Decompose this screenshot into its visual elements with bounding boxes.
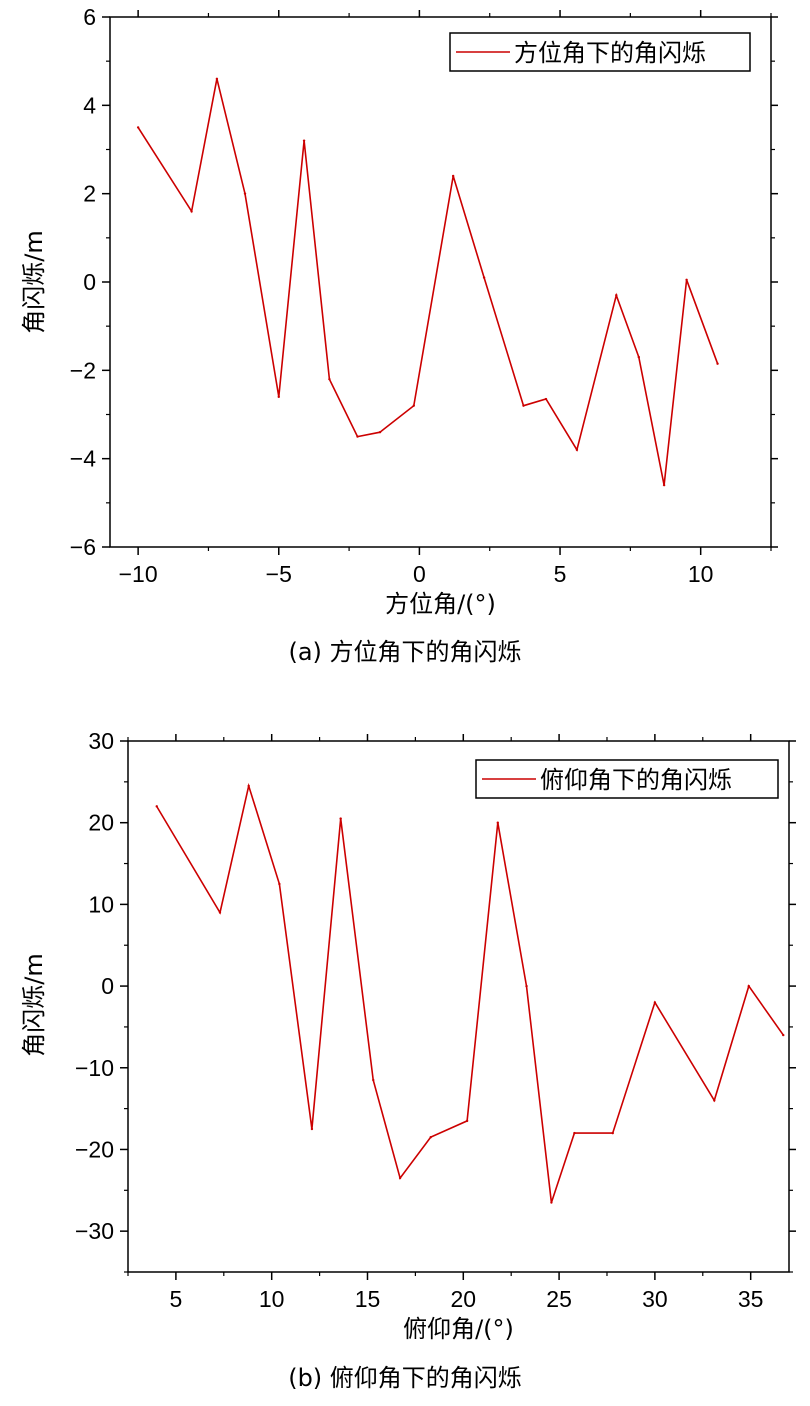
chart-a-data-point — [215, 77, 219, 81]
chart-b-data-point — [496, 821, 499, 824]
chart-b-y-tick-label: −20 — [75, 1136, 114, 1162]
chart-b-x-tick-label: 20 — [450, 1286, 476, 1312]
chart-b-data-point — [611, 1131, 614, 1135]
chart-b-y-tick-label: −30 — [75, 1218, 114, 1244]
chart-b-y-tick-label: 30 — [88, 728, 114, 754]
chart-b-data-point — [247, 784, 250, 788]
chart-b-data-point — [310, 1127, 314, 1131]
chart-b-data-point — [339, 817, 342, 820]
chart-b-x-tick-label: 15 — [355, 1286, 381, 1312]
chart-a-data-point — [451, 174, 455, 178]
chart-a-y-tick-label: 0 — [83, 269, 96, 295]
chart-a-y-tick-label: 2 — [83, 181, 96, 207]
chart-b-data-point — [713, 1099, 716, 1102]
chart-a-data-point — [637, 355, 640, 359]
chart-a-x-axis-title: 方位角/(°) — [385, 590, 496, 618]
chart-b-caption: (b) 俯仰角下的角闪烁 — [288, 1364, 522, 1392]
chart-b-y-tick-label: 10 — [88, 891, 114, 917]
chart-a-x-tick-label: −10 — [119, 561, 158, 587]
chart-b-plot-frame — [127, 740, 790, 1273]
chart-b-data-point — [398, 1176, 402, 1180]
chart-b-x-axis-title: 俯仰角/(°) — [403, 1315, 514, 1343]
chart-a-plot-frame — [109, 16, 772, 548]
chart-b-data-point — [747, 984, 750, 988]
chart-b-data-point — [525, 984, 528, 988]
chart-a-data-point — [412, 404, 415, 407]
chart-b-y-tick-label: −10 — [75, 1055, 114, 1081]
chart-a-x-tick-label: 5 — [554, 561, 567, 587]
chart-b-data-point — [550, 1201, 553, 1204]
chart-a-x-tick-label: −5 — [266, 561, 292, 587]
chart-b-data-point — [653, 1001, 657, 1004]
chart-b-data-point — [465, 1119, 469, 1123]
chart-b-data-point — [782, 1033, 785, 1037]
chart-b-x-tick-label: 10 — [259, 1286, 285, 1312]
chart-b-data-point — [155, 805, 158, 808]
chart-b-data-point — [573, 1131, 576, 1135]
chart-a-x-tick-label: 0 — [413, 561, 426, 587]
chart-a-data-point — [243, 192, 247, 195]
chart-a-data-point — [615, 294, 618, 297]
chart-a-data-point — [136, 126, 140, 129]
chart-a-data-point — [522, 404, 525, 407]
chart-b-y-axis-title: 角闪烁/m — [20, 953, 48, 1056]
chart-b-data-point — [429, 1136, 432, 1139]
chart-a-data-point — [716, 362, 719, 365]
chart-b-y-tick-label: 0 — [101, 973, 114, 999]
chart-b-data-point — [218, 911, 222, 914]
chart-a-data-point — [482, 276, 486, 279]
chart-b: 5 10 15 20 25 30 35 −30 −20 −10 0 10 20 30 俯仰角下的角闪烁俯仰角… — [20, 728, 796, 1392]
chart-a-data-point — [356, 435, 359, 438]
chart-b-legend-box — [475, 759, 779, 799]
chart-b-series-line — [156, 782, 784, 1203]
chart-a-y-tick-label: −4 — [70, 446, 96, 472]
chart-b-data-point — [372, 1078, 375, 1082]
chart-a-y-tick-label: −2 — [70, 357, 96, 383]
chart-a-data-point — [685, 278, 688, 281]
chart-a-y-tick-label: 4 — [83, 92, 96, 118]
chart-a-y-axis-title: 角闪烁/m — [20, 230, 48, 333]
chart-a-data-point — [378, 430, 382, 434]
chart-b-x-tick-label: 30 — [642, 1286, 668, 1312]
chart-a-data-point — [302, 139, 306, 142]
chart-a-y-tick-label: 6 — [83, 4, 96, 30]
chart-a-data-point — [662, 483, 666, 487]
chart-a-data-point — [190, 210, 193, 213]
chart-a-caption: (a) 方位角下的角闪烁 — [288, 638, 521, 666]
chart-a-legend-label: 方位角下的角闪烁 — [514, 39, 706, 67]
chart-a-data-point — [575, 448, 579, 452]
chart-a-data-point — [277, 395, 280, 399]
chart-a-series-line — [137, 78, 719, 486]
chart-b-legend-label: 俯仰角下的角闪烁 — [540, 766, 732, 794]
chart-a-x-tick-label: 10 — [688, 561, 714, 587]
chart-a-data-point — [544, 397, 548, 401]
chart-a-data-point — [328, 377, 331, 381]
chart-a-y-tick-label: −6 — [70, 534, 96, 560]
chart-b-x-tick-label: 35 — [738, 1286, 764, 1312]
chart-b-x-tick-label: 5 — [170, 1286, 183, 1312]
chart-b-x-tick-label: 25 — [546, 1286, 572, 1312]
chart-b-y-tick-label: 20 — [88, 810, 114, 836]
chart-b-data-point — [278, 882, 281, 886]
